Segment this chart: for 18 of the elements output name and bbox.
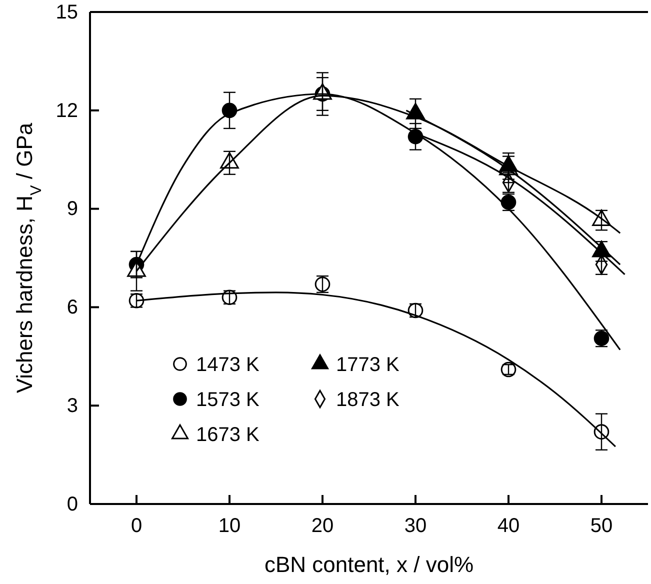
x-axis-title: cBN content, x / vol% xyxy=(264,552,474,577)
x-tick-label: 0 xyxy=(130,515,142,538)
legend-label: 1573 K xyxy=(196,389,260,411)
x-tick-label: 10 xyxy=(218,515,241,538)
y-tick-label: 3 xyxy=(66,395,78,417)
x-tick-label: 30 xyxy=(404,515,427,538)
legend-label: 1873 K xyxy=(336,389,400,411)
legend-label: 1473 K xyxy=(196,354,260,376)
x-tick-label: 50 xyxy=(590,515,613,538)
y-tick-label: 12 xyxy=(56,100,78,122)
y-tick-label: 15 xyxy=(56,1,78,24)
legend-label: 1673 K xyxy=(196,424,260,446)
x-tick-label: 20 xyxy=(311,515,334,538)
y-tick-label: 0 xyxy=(66,493,78,516)
y-tick-label: 6 xyxy=(66,296,78,319)
legend-label: 1773 K xyxy=(336,354,400,376)
y-tick-label: 9 xyxy=(66,198,78,220)
x-tick-label: 40 xyxy=(497,515,520,538)
